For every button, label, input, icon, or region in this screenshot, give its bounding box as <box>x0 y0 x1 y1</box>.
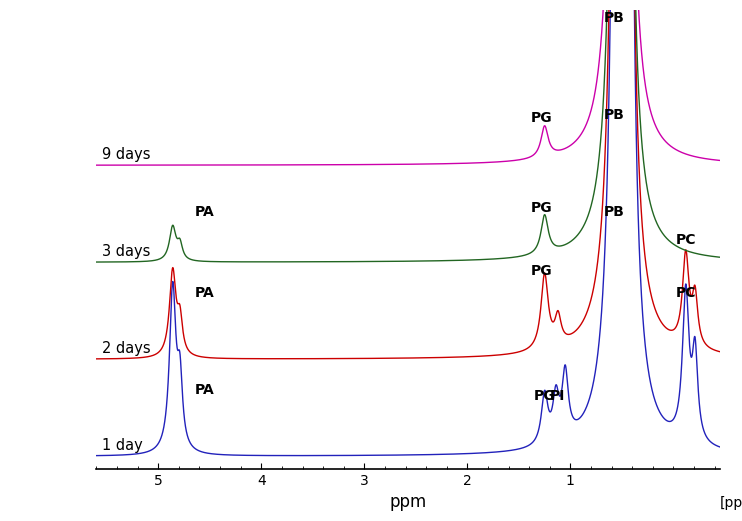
Text: PI: PI <box>549 389 565 403</box>
Text: PC: PC <box>675 233 696 247</box>
Text: PG: PG <box>533 389 556 403</box>
Text: PA: PA <box>194 383 214 397</box>
Text: PA: PA <box>194 205 214 218</box>
Text: PG: PG <box>531 202 552 215</box>
Text: PG: PG <box>531 264 552 278</box>
Text: 3 days: 3 days <box>102 244 150 259</box>
Text: [ppm: [ppm <box>720 497 742 511</box>
Text: 1 day: 1 day <box>102 438 142 453</box>
Text: PB: PB <box>604 107 625 121</box>
Text: PA: PA <box>194 286 214 300</box>
Text: PG: PG <box>531 110 552 125</box>
X-axis label: ppm: ppm <box>390 493 427 511</box>
Text: PC: PC <box>675 286 696 300</box>
Text: PB: PB <box>604 10 625 24</box>
Text: PB: PB <box>604 205 625 218</box>
Text: 9 days: 9 days <box>102 147 150 162</box>
Text: 2 days: 2 days <box>102 341 150 356</box>
